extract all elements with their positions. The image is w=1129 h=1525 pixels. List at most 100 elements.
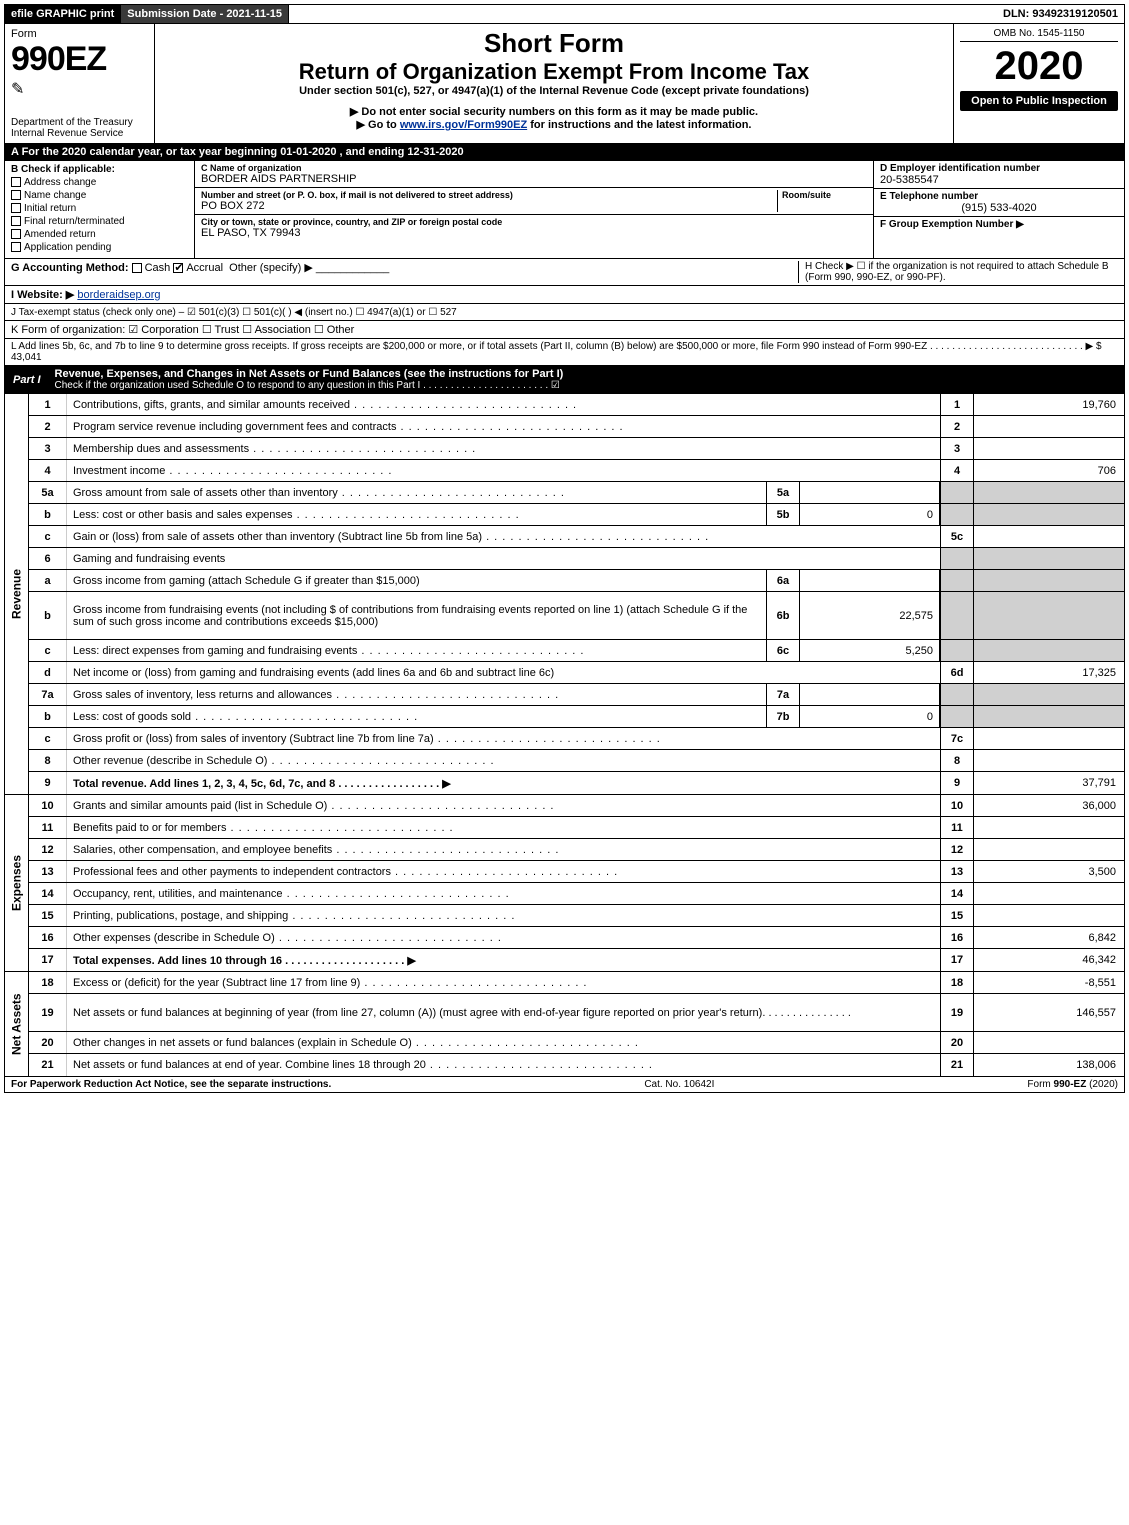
val-5c <box>974 526 1124 547</box>
val-7b: 0 <box>800 706 940 727</box>
line-8: 8 Other revenue (describe in Schedule O)… <box>29 750 1124 772</box>
chk-amended-return[interactable]: Amended return <box>11 229 188 240</box>
row-i: I Website: ▶ borderaidsep.org <box>4 286 1125 304</box>
row-g-h: G Accounting Method: Cash Accrual Other … <box>4 259 1125 286</box>
form-ref: Form 990-EZ (2020) <box>1027 1079 1118 1090</box>
expenses-section: Expenses 10 Grants and similar amounts p… <box>4 795 1125 972</box>
chk-initial-return[interactable]: Initial return <box>11 203 188 214</box>
form-word: Form <box>11 28 148 40</box>
phone-value: (915) 533-4020 <box>880 202 1118 214</box>
line-18: 18 Excess or (deficit) for the year (Sub… <box>29 972 1124 994</box>
line-1: 1 Contributions, gifts, grants, and simi… <box>29 394 1124 416</box>
val-6d: 17,325 <box>974 662 1124 683</box>
line-4: 4 Investment income 4 706 <box>29 460 1124 482</box>
city-label: City or town, state or province, country… <box>201 217 867 227</box>
row-a-tax-year: A For the 2020 calendar year, or tax yea… <box>4 144 1125 161</box>
expenses-side-label: Expenses <box>5 795 29 971</box>
val-18: -8,551 <box>974 972 1124 993</box>
val-4: 706 <box>974 460 1124 481</box>
row-k: K Form of organization: ☑ Corporation ☐ … <box>4 321 1125 339</box>
chk-final-return[interactable]: Final return/terminated <box>11 216 188 227</box>
line-6c: c Less: direct expenses from gaming and … <box>29 640 1124 662</box>
room-label: Room/suite <box>782 190 867 200</box>
line-6: 6 Gaming and fundraising events <box>29 548 1124 570</box>
val-1: 19,760 <box>974 394 1124 415</box>
org-address: PO BOX 272 <box>201 200 777 212</box>
chk-accrual[interactable] <box>173 263 183 273</box>
line-7a: 7a Gross sales of inventory, less return… <box>29 684 1124 706</box>
val-11 <box>974 817 1124 838</box>
ein-value: 20-5385547 <box>880 174 1118 186</box>
line-5b: b Less: cost or other basis and sales ex… <box>29 504 1124 526</box>
line-7c: c Gross profit or (loss) from sales of i… <box>29 728 1124 750</box>
line-6d: d Net income or (loss) from gaming and f… <box>29 662 1124 684</box>
sub3-post: for instructions and the latest informat… <box>530 119 751 131</box>
subtitle-1: Under section 501(c), 527, or 4947(a)(1)… <box>161 85 947 97</box>
val-16: 6,842 <box>974 927 1124 948</box>
top-bar: efile GRAPHIC print Submission Date - 20… <box>4 4 1125 24</box>
i-label: I Website: ▶ <box>11 289 74 301</box>
val-20 <box>974 1032 1124 1053</box>
val-7c <box>974 728 1124 749</box>
revenue-section: Revenue 1 Contributions, gifts, grants, … <box>4 394 1125 795</box>
revenue-side-label: Revenue <box>5 394 29 794</box>
website-link[interactable]: borderaidsep.org <box>77 289 160 301</box>
header-block: Form 990EZ ✎ Department of the Treasury … <box>4 24 1125 144</box>
val-15 <box>974 905 1124 926</box>
line-20: 20 Other changes in net assets or fund b… <box>29 1032 1124 1054</box>
line-21: 21 Net assets or fund balances at end of… <box>29 1054 1124 1076</box>
netassets-side-label: Net Assets <box>5 972 29 1076</box>
line-5c: c Gain or (loss) from sale of assets oth… <box>29 526 1124 548</box>
line-2: 2 Program service revenue including gove… <box>29 416 1124 438</box>
val-17: 46,342 <box>974 949 1124 971</box>
return-title: Return of Organization Exempt From Incom… <box>161 59 947 85</box>
part1-title: Revenue, Expenses, and Changes in Net As… <box>55 368 1118 380</box>
chk-cash[interactable] <box>132 263 142 273</box>
box-b: B Check if applicable: Address change Na… <box>5 161 195 258</box>
paperwork-notice: For Paperwork Reduction Act Notice, see … <box>11 1079 331 1090</box>
submission-date-button[interactable]: Submission Date - 2021-11-15 <box>121 5 289 23</box>
org-name: BORDER AIDS PARTNERSHIP <box>201 173 867 185</box>
val-5a <box>800 482 940 503</box>
val-6b: 22,575 <box>800 592 940 639</box>
irs-link[interactable]: www.irs.gov/Form990EZ <box>400 119 527 131</box>
row-j: J Tax-exempt status (check only one) – ☑… <box>4 304 1125 321</box>
open-public-badge: Open to Public Inspection <box>960 91 1118 111</box>
line-15: 15 Printing, publications, postage, and … <box>29 905 1124 927</box>
opt-accrual: Accrual <box>186 262 223 274</box>
box-def: D Employer identification number 20-5385… <box>874 161 1124 258</box>
part1-tag: Part I <box>5 372 49 388</box>
chk-name-change[interactable]: Name change <box>11 190 188 201</box>
line-12: 12 Salaries, other compensation, and emp… <box>29 839 1124 861</box>
val-9: 37,791 <box>974 772 1124 794</box>
box-c: C Name of organization BORDER AIDS PARTN… <box>195 161 874 258</box>
row-l: L Add lines 5b, 6c, and 7b to line 9 to … <box>4 339 1125 366</box>
val-5b: 0 <box>800 504 940 525</box>
part1-sub: Check if the organization used Schedule … <box>55 380 1118 391</box>
line-11: 11 Benefits paid to or for members 11 <box>29 817 1124 839</box>
val-12 <box>974 839 1124 860</box>
chk-application-pending[interactable]: Application pending <box>11 242 188 253</box>
h-text: H Check ▶ ☐ if the organization is not r… <box>798 261 1118 283</box>
box-b-label: B Check if applicable: <box>11 164 188 175</box>
chk-address-change[interactable]: Address change <box>11 177 188 188</box>
val-19: 146,557 <box>974 994 1124 1031</box>
page-footer: For Paperwork Reduction Act Notice, see … <box>4 1077 1125 1093</box>
omb-number: OMB No. 1545-1150 <box>960 28 1118 42</box>
header-center: Short Form Return of Organization Exempt… <box>155 24 954 143</box>
line-13: 13 Professional fees and other payments … <box>29 861 1124 883</box>
line-17: 17 Total expenses. Add lines 10 through … <box>29 949 1124 971</box>
irs-label: Internal Revenue Service <box>11 128 148 139</box>
line-7b: b Less: cost of goods sold 7b 0 <box>29 706 1124 728</box>
opt-cash: Cash <box>145 262 171 274</box>
subtitle-2: ▶ Do not enter social security numbers o… <box>161 105 947 118</box>
efile-print-button[interactable]: efile GRAPHIC print <box>5 5 121 23</box>
line-16: 16 Other expenses (describe in Schedule … <box>29 927 1124 949</box>
cat-no: Cat. No. 10642I <box>331 1079 1027 1090</box>
form-number: 990EZ <box>11 40 148 79</box>
val-21: 138,006 <box>974 1054 1124 1076</box>
c-name-label: C Name of organization <box>201 163 867 173</box>
line-5a: 5a Gross amount from sale of assets othe… <box>29 482 1124 504</box>
line-19: 19 Net assets or fund balances at beginn… <box>29 994 1124 1032</box>
header-right: OMB No. 1545-1150 2020 Open to Public In… <box>954 24 1124 143</box>
